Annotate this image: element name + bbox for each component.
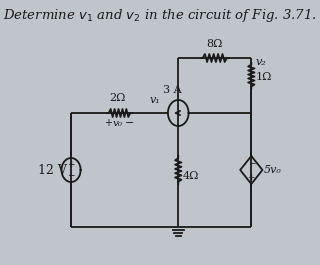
- Text: 12 V: 12 V: [38, 164, 67, 176]
- Text: 5v₀: 5v₀: [264, 165, 282, 175]
- Text: v₀: v₀: [113, 118, 123, 127]
- Text: −: −: [67, 170, 75, 179]
- Text: 1Ω: 1Ω: [255, 73, 272, 82]
- Text: −: −: [248, 158, 255, 167]
- Text: +: +: [104, 118, 112, 128]
- Text: +: +: [248, 173, 255, 182]
- Text: +: +: [67, 160, 75, 169]
- Text: 4Ω: 4Ω: [183, 171, 199, 181]
- Text: 3 A: 3 A: [163, 85, 181, 95]
- Text: Determine $v_1$ and $v_2$ in the circuit of Fig. 3.71.: Determine $v_1$ and $v_2$ in the circuit…: [3, 7, 317, 24]
- Text: 2Ω: 2Ω: [110, 93, 126, 103]
- Text: v₁: v₁: [149, 95, 160, 105]
- Text: −: −: [125, 118, 134, 128]
- Text: v₂: v₂: [255, 57, 266, 67]
- Text: 8Ω: 8Ω: [207, 39, 223, 49]
